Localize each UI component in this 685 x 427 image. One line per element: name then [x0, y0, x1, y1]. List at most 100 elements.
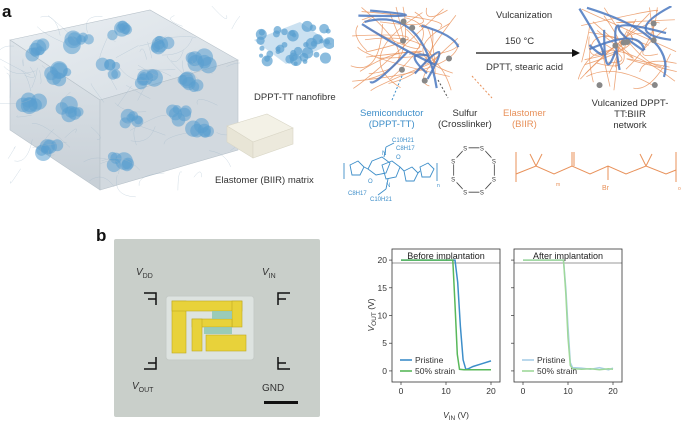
- elastomer-chain: [370, 61, 435, 92]
- device-photo-drawing: [144, 292, 298, 404]
- composite-block-illustration: [0, 5, 240, 198]
- repeat-subscript-m: m: [556, 182, 560, 188]
- fibre-blob: [111, 69, 121, 79]
- vin-label: VIN: [262, 267, 276, 282]
- fibre-strand: [231, 15, 240, 30]
- fibre-strand: [167, 36, 197, 39]
- matrix-label: Elastomer (BIIR) matrix: [215, 175, 314, 186]
- fibre-strand: [39, 70, 42, 84]
- fibre-strand: [6, 72, 11, 98]
- semiconductor-chain: [603, 29, 617, 66]
- nanofibre-blob: [289, 52, 298, 62]
- fibre-blob: [30, 93, 47, 110]
- fibre-strand: [137, 69, 176, 71]
- fibre-strand: [60, 91, 71, 112]
- fibre-strand: [163, 132, 188, 145]
- elastomer-chain: [352, 34, 409, 53]
- fibre-strand: [115, 62, 150, 82]
- fibre-strand: [40, 16, 61, 36]
- vulcanized-network-after: [578, 6, 677, 91]
- semiconductor-chain: [421, 24, 460, 48]
- sulfur-atom-label: S: [451, 178, 455, 184]
- fibre-strand: [22, 58, 24, 67]
- vout-label: VOUT: [132, 381, 153, 396]
- bromine-label: Br: [602, 185, 610, 192]
- elastomer-chain: [359, 51, 452, 91]
- elastomer-chain: [389, 6, 405, 45]
- fibre-blob: [42, 139, 57, 154]
- fibre-strand: [138, 172, 165, 186]
- fibre-blob: [46, 69, 62, 85]
- elastomer-line1: Elastomer: [503, 108, 546, 119]
- fibre-strand: [100, 160, 120, 174]
- y-axis-label: VOUT (V): [366, 298, 378, 331]
- oxygen-bottom: O: [368, 179, 373, 185]
- fibre-blob: [145, 69, 163, 87]
- fibre-blob: [30, 47, 41, 57]
- fibre-strand: [31, 67, 38, 88]
- fibre-strand: [126, 85, 151, 99]
- sulfur-ring-structure: S S S S S S S S: [450, 144, 498, 197]
- fibre-strand: [196, 99, 218, 106]
- nanofibre-blob: [313, 51, 320, 58]
- nanofibre-blob: [323, 37, 334, 50]
- fibre-strand: [226, 62, 240, 67]
- fibre-strand: [177, 171, 182, 191]
- sulfur-atom-label: S: [463, 191, 467, 197]
- fibre-strand: [117, 85, 132, 107]
- elastomer-chain: [639, 60, 677, 72]
- fibre-blob: [177, 107, 192, 122]
- fibre-strand: [90, 126, 101, 140]
- semiconductor-chain: [589, 37, 646, 51]
- y-tick-label: 10: [378, 311, 388, 321]
- semiconductor-chain: [369, 50, 409, 84]
- sulfur-line1: Sulfur: [452, 108, 478, 119]
- plot-frame: [391, 248, 501, 383]
- fibre-strand: [161, 37, 193, 56]
- fibre-strand: [170, 50, 184, 62]
- series-line-50-strain: [401, 259, 491, 371]
- fibre-strand: [137, 65, 163, 78]
- fibre-blob: [106, 157, 121, 173]
- elastomer-chain: [425, 7, 448, 18]
- fibre-blob: [63, 68, 72, 77]
- series-line-pristine: [401, 259, 492, 371]
- semiconductor-line1: Semiconductor: [360, 108, 424, 119]
- sulfur-atom: [445, 55, 452, 62]
- fibre-strand: [193, 171, 202, 178]
- sulfur-atom-label: S: [463, 146, 467, 152]
- nanofibre-blob: [293, 61, 298, 66]
- plot-title: Before implantation: [407, 251, 485, 261]
- fibre-blob: [117, 20, 128, 31]
- vout-symbol: V: [132, 381, 139, 392]
- fibre-strand: [166, 55, 185, 75]
- x-tick-label: 20: [608, 386, 618, 396]
- fibre-strand: [170, 15, 183, 27]
- fibre-strand: [139, 35, 167, 47]
- sulfur-atom: [400, 18, 407, 25]
- fibre-strand: [211, 5, 228, 19]
- semiconductor-line2: (DPPT-TT): [368, 119, 415, 130]
- legend-entry: Pristine: [537, 355, 566, 365]
- elastomer-chain: [352, 46, 459, 82]
- fibre-blob: [134, 76, 148, 90]
- x-tick-label: 20: [486, 386, 496, 396]
- sulfur-atom: [596, 82, 603, 89]
- fibre-strand: [126, 122, 166, 136]
- sulfur-atom: [612, 42, 619, 49]
- sulfur-atom: [398, 66, 405, 73]
- c8h17-bottom: C8H17: [348, 191, 367, 197]
- nanofibre-blob: [259, 45, 265, 51]
- sulfur-atom-label: S: [492, 159, 496, 165]
- nanofibre-blob: [312, 34, 323, 45]
- elastomer-chain: [379, 11, 424, 26]
- legend-entry: Pristine: [415, 355, 444, 365]
- vin-symbol: V: [262, 267, 269, 278]
- sulfur-label: Sulfur (Crosslinker): [438, 108, 492, 130]
- network-line2: network: [613, 120, 647, 131]
- reaction-arrow: [476, 49, 580, 57]
- fibre-strand: [16, 115, 32, 118]
- nanofibre-blob: [319, 52, 332, 64]
- elastomer-chain: [353, 8, 444, 89]
- fibre-blob: [197, 123, 212, 137]
